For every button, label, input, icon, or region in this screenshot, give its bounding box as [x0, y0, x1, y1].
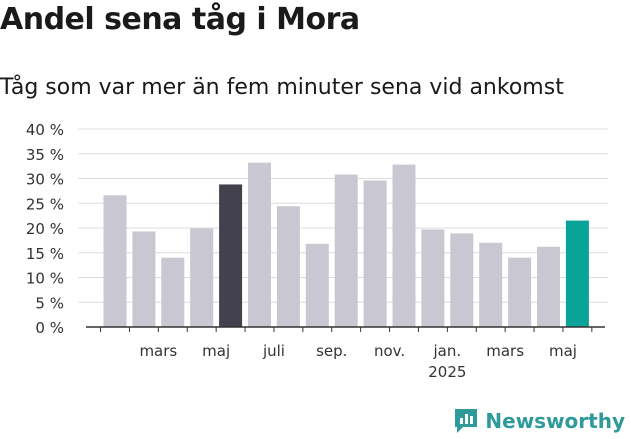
bar	[392, 164, 416, 327]
bar	[565, 220, 589, 327]
y-tick-label: 15 %	[26, 245, 64, 263]
bar	[508, 257, 532, 327]
bar	[450, 233, 474, 327]
bar-chart: 0 % 5 % 10 % 15 % 20 % 25 % 30 % 35 % 40 % mars ma…	[26, 121, 608, 381]
bar	[132, 231, 156, 327]
x-tick-label: mars	[486, 342, 524, 360]
x-tick-label: mars	[139, 342, 177, 360]
bar	[161, 257, 185, 327]
bar	[276, 206, 300, 327]
bar	[479, 242, 503, 327]
brand-name: Newsworthy	[485, 409, 625, 433]
chart-subtitle: Tåg som var mer än fem minuter sena vid …	[0, 75, 564, 100]
x-tick-label: juli	[262, 342, 285, 360]
x-tick-label: maj	[549, 342, 577, 360]
newsworthy-brand: Newsworthy	[453, 407, 625, 435]
y-tick-label: 10 %	[26, 270, 64, 288]
bar	[334, 174, 358, 327]
bar	[363, 180, 387, 327]
bar	[248, 162, 271, 327]
x-tick-label: jan.	[433, 342, 462, 360]
bar	[219, 184, 243, 327]
bar	[190, 228, 214, 327]
y-tick-label: 25 %	[26, 195, 64, 213]
y-tick-label: 20 %	[26, 220, 64, 238]
y-tick-label: 40 %	[26, 121, 64, 139]
x-tick-label: maj	[202, 342, 230, 360]
x-tick-label: nov.	[374, 342, 405, 360]
chart-title: Andel sena tåg i Mora	[0, 2, 360, 37]
newsworthy-logo-icon	[455, 409, 478, 433]
bar	[103, 195, 127, 327]
bar	[305, 243, 329, 327]
y-tick-label: 5 %	[35, 294, 64, 312]
y-tick-label: 35 %	[26, 146, 64, 164]
y-tick-label: 0 %	[35, 319, 64, 337]
x-tick-label: sep.	[316, 342, 347, 360]
bar	[537, 246, 560, 327]
bar	[421, 229, 445, 327]
x-tick-year-label: 2025	[428, 363, 466, 381]
y-tick-label: 30 %	[26, 171, 64, 189]
